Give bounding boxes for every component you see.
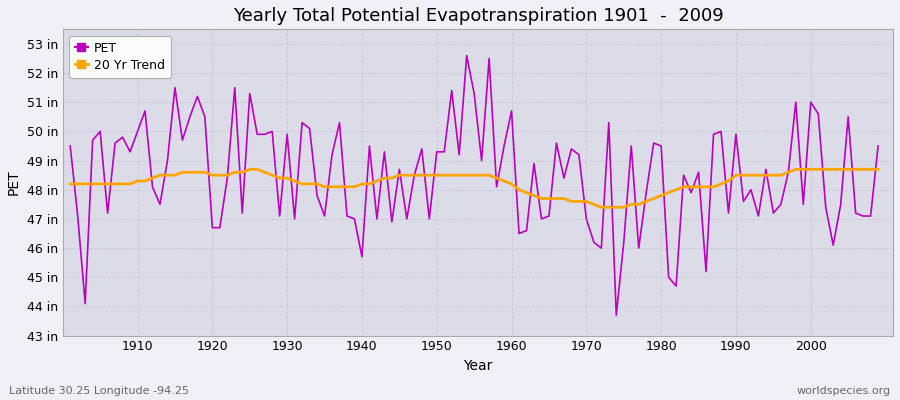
Y-axis label: PET: PET <box>7 170 21 195</box>
Title: Yearly Total Potential Evapotranspiration 1901  -  2009: Yearly Total Potential Evapotranspiratio… <box>232 7 724 25</box>
Text: Latitude 30.25 Longitude -94.25: Latitude 30.25 Longitude -94.25 <box>9 386 189 396</box>
Legend: PET, 20 Yr Trend: PET, 20 Yr Trend <box>69 36 171 78</box>
Text: worldspecies.org: worldspecies.org <box>796 386 891 396</box>
X-axis label: Year: Year <box>464 359 492 373</box>
